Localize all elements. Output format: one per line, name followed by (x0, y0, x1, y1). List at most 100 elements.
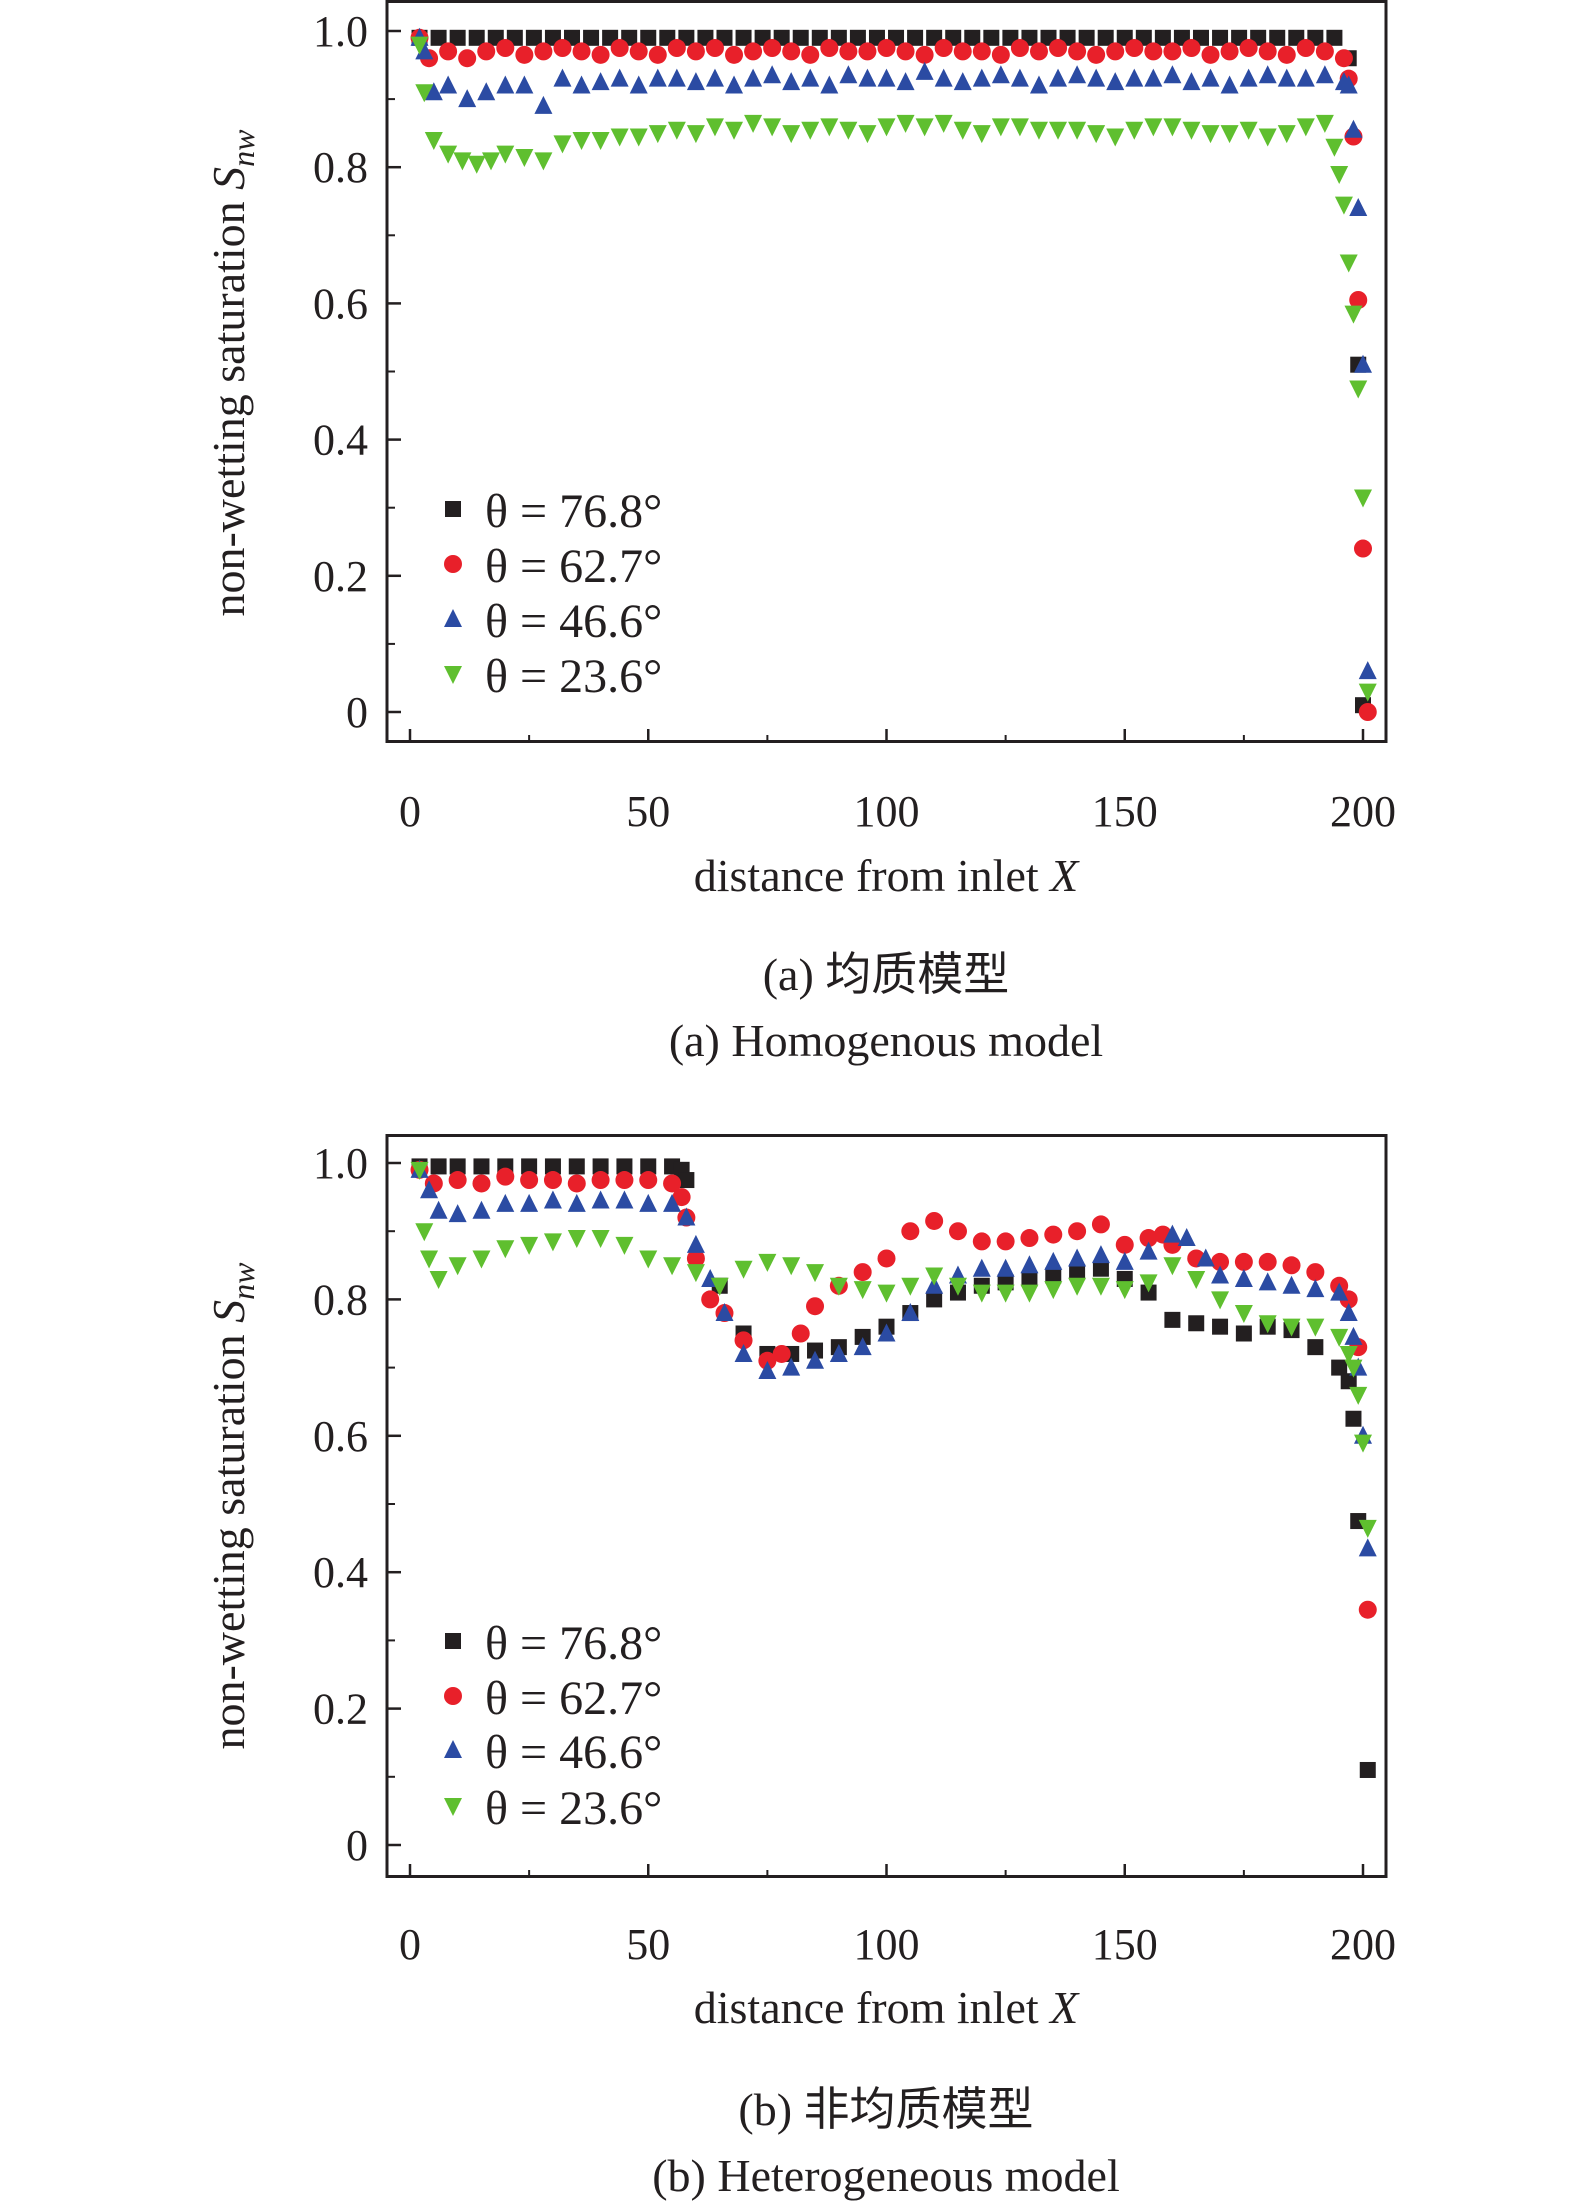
data-point (925, 1267, 944, 1286)
data-point (806, 1350, 825, 1369)
data-point (458, 89, 477, 108)
data-point (663, 1193, 682, 1212)
data-point (1334, 49, 1353, 68)
data-point (1087, 68, 1106, 87)
data-point (1091, 1277, 1110, 1296)
data-point (853, 1337, 872, 1356)
data-point (1334, 196, 1353, 215)
data-point (1354, 489, 1372, 508)
data-point (468, 29, 485, 46)
legend: θ = 76.8°θ = 62.7°θ = 46.6°θ = 23.6° (444, 485, 662, 703)
data-point (686, 1249, 705, 1268)
data-point (853, 1263, 872, 1282)
data-point (1258, 128, 1277, 147)
data-point (415, 41, 434, 60)
data-point (1182, 39, 1201, 58)
data-markers (410, 27, 1377, 721)
data-point (629, 42, 648, 61)
data-point (1068, 1248, 1087, 1267)
data-point (424, 82, 443, 101)
data-point (1315, 42, 1334, 61)
series-2 (410, 1159, 1377, 1557)
data-point (972, 68, 991, 87)
x-tick-label: 150 (1092, 787, 1158, 836)
data-point (1277, 125, 1296, 144)
data-point (820, 39, 839, 58)
data-point (1087, 125, 1106, 144)
data-point (1044, 1281, 1063, 1300)
legend-item: θ = 23.6° (444, 650, 662, 703)
data-point (1164, 1311, 1181, 1328)
data-point (858, 42, 877, 61)
data-point (983, 29, 1000, 46)
data-point (820, 75, 839, 94)
data-point (1282, 1275, 1301, 1294)
data-point (616, 1158, 633, 1175)
legend-marker (444, 555, 462, 573)
data-point (1339, 1303, 1358, 1322)
y-tick-label: 0.8 (313, 1275, 368, 1324)
legend-item: θ = 62.7° (444, 1672, 662, 1725)
data-point (496, 1193, 515, 1212)
data-point (553, 135, 572, 154)
data-point (648, 125, 667, 144)
data-point (1125, 39, 1144, 58)
series-0 (411, 1158, 1376, 1778)
data-point (439, 42, 458, 61)
data-point (829, 1343, 848, 1362)
data-point (639, 1250, 658, 1269)
data-point (839, 42, 858, 61)
data-point (1163, 1224, 1182, 1243)
data-point (877, 1284, 896, 1303)
data-point (686, 1264, 705, 1283)
data-point (515, 75, 534, 94)
legend-item: θ = 23.6° (444, 1782, 662, 1835)
data-point (615, 1190, 634, 1209)
data-point (520, 1236, 539, 1255)
data-point (520, 1171, 539, 1190)
data-point (629, 128, 648, 147)
data-point (896, 42, 915, 61)
data-point (744, 68, 763, 87)
legend-label: θ = 62.7° (485, 1672, 662, 1725)
data-point (849, 29, 866, 46)
data-point (705, 68, 724, 87)
data-point (1069, 1264, 1086, 1281)
series-2 (410, 27, 1377, 680)
data-point (591, 45, 610, 64)
data-point (1344, 1359, 1363, 1378)
data-point (996, 1232, 1015, 1251)
data-point (948, 1277, 967, 1296)
data-point (1220, 75, 1239, 94)
data-point (1344, 1326, 1363, 1345)
data-point (763, 39, 782, 58)
data-point (991, 45, 1010, 64)
data-point (1211, 1265, 1230, 1284)
data-point (758, 1351, 777, 1370)
legend-item: θ = 46.6° (444, 595, 662, 648)
legend-label: θ = 46.6° (485, 595, 662, 648)
data-point (734, 1343, 753, 1362)
data-point (744, 42, 763, 61)
data-point (1258, 1315, 1277, 1334)
data-point (801, 121, 820, 140)
data-point (1139, 1241, 1158, 1260)
data-point (877, 68, 896, 87)
data-point (1354, 1434, 1372, 1453)
data-point (583, 29, 600, 46)
data-point (439, 75, 458, 94)
data-point (1344, 119, 1363, 138)
data-point (792, 29, 809, 46)
data-point (420, 1180, 439, 1199)
legend-marker (445, 1633, 461, 1649)
data-point (572, 75, 591, 94)
data-point (782, 72, 801, 91)
legend-item: θ = 46.6° (444, 1726, 662, 1779)
data-point (415, 84, 434, 103)
data-point (758, 1253, 777, 1272)
data-point (615, 1236, 634, 1255)
data-point (996, 1284, 1015, 1303)
data-point (1330, 1328, 1349, 1347)
data-point (1258, 42, 1277, 61)
legend-marker (444, 609, 462, 627)
